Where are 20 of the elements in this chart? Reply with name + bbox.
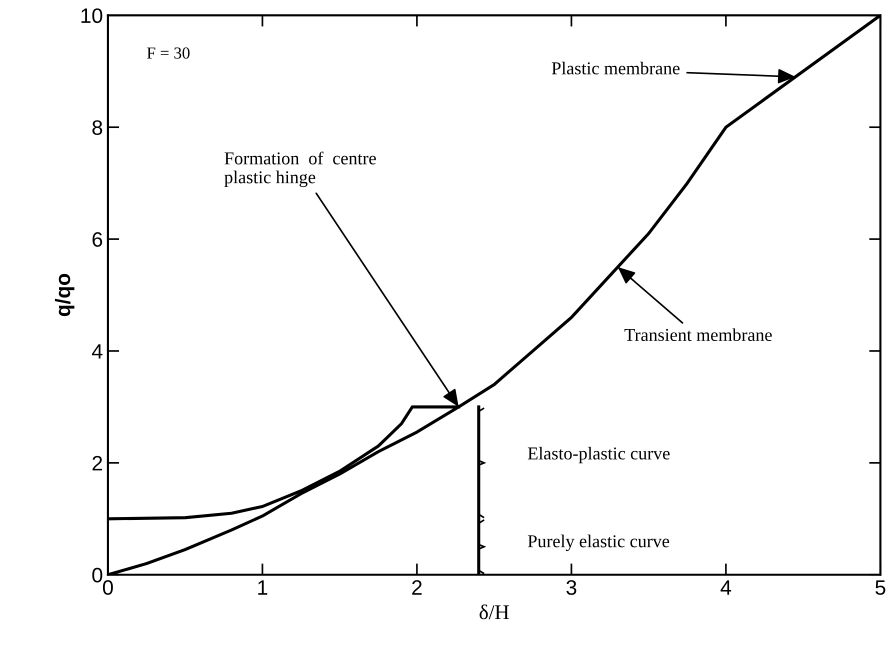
annotation: Transient membrane bbox=[624, 328, 772, 342]
y-tick-label: 8 bbox=[92, 120, 102, 135]
x-tick-label: 5 bbox=[875, 580, 886, 595]
x-tick-label: 2 bbox=[412, 580, 422, 595]
annotation: Elasto-plastic curve bbox=[528, 446, 670, 464]
x-tick-label: 0 bbox=[102, 580, 113, 595]
y-axis-title: q/qo bbox=[54, 274, 74, 316]
annotation: Formation of centre plastic hinge bbox=[224, 152, 376, 188]
y-tick-label: 4 bbox=[92, 344, 102, 359]
y-tick-label: 6 bbox=[92, 232, 102, 247]
x-axis-title: δ/H bbox=[480, 604, 509, 620]
x-tick-label: 3 bbox=[566, 580, 576, 595]
y-tick-label: 10 bbox=[81, 8, 102, 24]
y-tick-label: 0 bbox=[92, 568, 102, 583]
annotation: F = 30 bbox=[147, 47, 190, 59]
y-tick-label: 2 bbox=[92, 456, 102, 470]
annotation: Plastic membrane bbox=[552, 62, 680, 74]
x-tick-label: 4 bbox=[720, 580, 732, 595]
x-tick-label: 1 bbox=[258, 580, 268, 595]
annotation: Purely elastic curve bbox=[528, 534, 670, 552]
